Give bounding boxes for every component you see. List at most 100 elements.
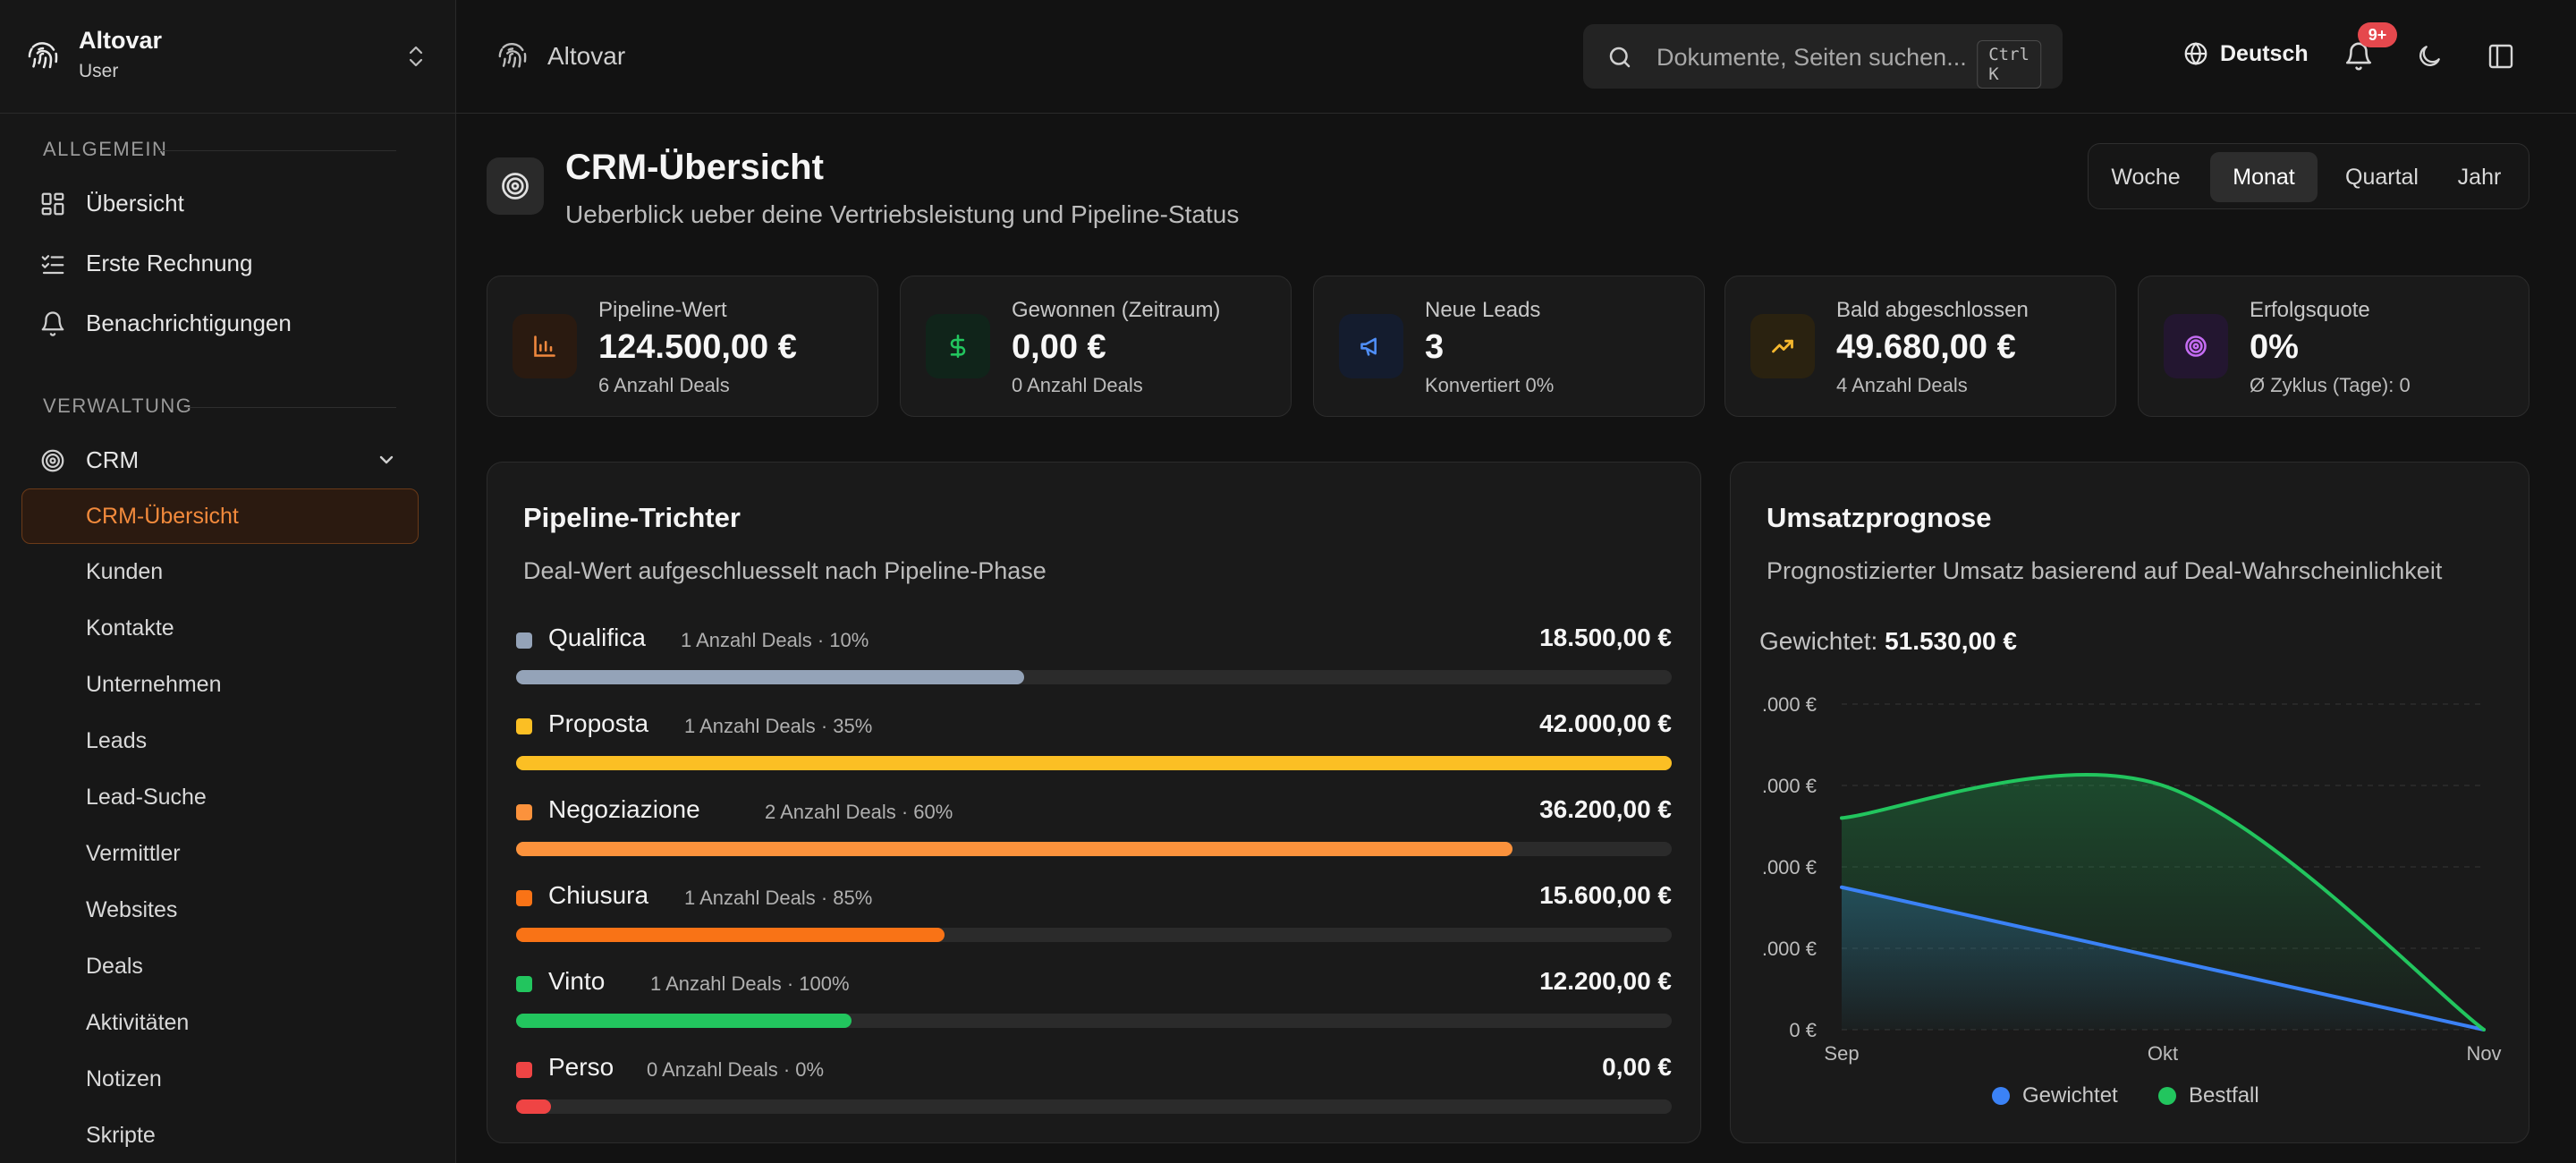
trending-up-icon [1772, 339, 1793, 353]
notification-badge: 9+ [2358, 22, 2397, 47]
sidebar-subitem-scripts[interactable]: Skripte [86, 1123, 156, 1148]
language-label: Deutsch [2220, 40, 2309, 66]
fingerprint-icon [498, 42, 527, 68]
sidebar-item-label: Benachrichtigungen [86, 310, 292, 336]
workspace-name: Altovar [79, 27, 163, 54]
kpi-card-new-leads: Neue Leads 3 Konvertiert 0% [1313, 276, 1705, 417]
stage-value: 0,00 € [1602, 1053, 1672, 1081]
sidebar-item-overview[interactable]: Übersicht [39, 190, 184, 217]
stage-value: 36.200,00 € [1539, 795, 1672, 823]
top-header: Altovar Dokumente, Seiten suchen... Ctrl… [456, 0, 2576, 114]
kpi-card-pipeline-value: Pipeline-Wert 124.500,00 € 6 Anzahl Deal… [487, 276, 878, 417]
sidebar-item-crm[interactable]: CRM [39, 446, 139, 474]
kpi-label: Neue Leads [1425, 298, 1541, 322]
pipeline-stage-row: Vinto 1 Anzahl Deals · 100% 12.200,00 € [516, 965, 1672, 1037]
sidebar-subitem-activities[interactable]: Aktivitäten [86, 1010, 190, 1035]
bell-icon [41, 310, 64, 336]
period-year-button[interactable]: Jahr [2457, 165, 2502, 190]
series-area [1842, 774, 2484, 1030]
kpi-icon-box [513, 314, 577, 378]
kpi-card-won: Gewonnen (Zeitraum) 0,00 € 0 Anzahl Deal… [900, 276, 1292, 417]
stage-color-dot [516, 890, 532, 906]
kpi-value: 0,00 € [1012, 328, 1106, 366]
dollar-icon [950, 335, 966, 358]
pipeline-stage-row: Perso 0 Anzahl Deals · 0% 0,00 € [516, 1051, 1672, 1123]
workspace-role: User [79, 61, 119, 81]
sidebar-item-notifications[interactable]: Benachrichtigungen [39, 310, 292, 337]
kpi-card-closing-soon: Bald abgeschlossen 49.680,00 € 4 Anzahl … [1724, 276, 2116, 417]
sidebar-subitem-customers[interactable]: Kunden [86, 559, 164, 584]
header-title: Altovar [547, 42, 626, 70]
kpi-label: Erfolgsquote [2250, 298, 2370, 322]
pipeline-stage-row: Proposta 1 Anzahl Deals · 35% 42.000,00 € [516, 708, 1672, 779]
stage-meta: 0 Anzahl Deals · 0% [647, 1058, 825, 1081]
sidebar-subitem-lead-search[interactable]: Lead-Suche [86, 785, 207, 810]
sidebar-subitem-deals[interactable]: Deals [86, 954, 143, 979]
card-subtitle: Deal-Wert aufgeschluesselt nach Pipeline… [523, 557, 1046, 584]
stage-progress-track [516, 842, 1672, 856]
stage-progress-track [516, 756, 1672, 770]
card-subtitle: Prognostizierter Umsatz basierend auf De… [1767, 557, 2443, 584]
language-selector[interactable]: Deutsch [2182, 40, 2309, 67]
chevron-down-icon[interactable] [376, 451, 397, 469]
stage-progress-track [516, 1099, 1672, 1114]
search-placeholder: Dokumente, Seiten suchen... [1657, 44, 1967, 71]
page-title: CRM-Übersicht [565, 148, 824, 187]
sidebar-subitem-leads[interactable]: Leads [86, 728, 148, 753]
kpi-value: 0% [2250, 328, 2299, 366]
stage-meta: 1 Anzahl Deals · 10% [681, 629, 869, 651]
legend-label: Bestfall [2189, 1083, 2259, 1108]
stage-color-dot [516, 1062, 532, 1078]
sidebar-item-label: Übersicht [86, 190, 184, 216]
notifications-bell-icon[interactable] [2343, 41, 2374, 72]
legend-item-best-case: Bestfall [2158, 1083, 2259, 1108]
stage-name: Negoziazione [548, 795, 700, 823]
series-line [1840, 885, 2486, 1031]
sidebar-subitem-contacts[interactable]: Kontakte [86, 615, 174, 641]
sidebar-subitem-brokers[interactable]: Vermittler [86, 841, 181, 866]
weighted-total: Gewichtet: 51.530,00 € [1759, 627, 2017, 656]
megaphone-icon [1360, 337, 1377, 356]
period-quarter-button[interactable]: Quartal [2345, 165, 2419, 190]
stage-progress-fill [516, 670, 1025, 684]
section-label-admin: Verwaltung [43, 395, 193, 417]
checklist-icon [41, 254, 64, 274]
kpi-label: Bald abgeschlossen [1836, 298, 2029, 322]
x-tick-label: Sep [1824, 1042, 1859, 1065]
sidebar-subitem-companies[interactable]: Unternehmen [86, 672, 222, 697]
kpi-card-success-rate: Erfolgsquote 0% Ø Zyklus (Tage): 0 [2138, 276, 2529, 417]
x-tick-label: Okt [2148, 1042, 2178, 1065]
forecast-area-chart: .000 € .000 € .000 € .000 € 0 € Sep Okt Nov [1762, 693, 2502, 1065]
page-icon [487, 157, 544, 215]
kpi-icon-box [1339, 314, 1403, 378]
sidebar-subitem-notes[interactable]: Notizen [86, 1066, 162, 1091]
period-week-button[interactable]: Woche [2111, 165, 2181, 190]
moon-icon[interactable] [2415, 42, 2444, 71]
sidebar-item-first-invoice[interactable]: Erste Rechnung [39, 250, 252, 277]
period-month-button[interactable]: Monat [2210, 152, 2318, 202]
page-subtitle: Ueberblick ueber deine Vertriebsleistung… [565, 200, 1240, 228]
legend-swatch [1992, 1087, 2010, 1105]
kpi-value: 49.680,00 € [1836, 328, 2016, 366]
sidebar-subitem-websites[interactable]: Websites [86, 897, 178, 922]
legend-swatch [2158, 1087, 2176, 1105]
stage-progress-track [516, 670, 1672, 684]
chevrons-up-down-icon [409, 46, 423, 67]
y-tick-label: .000 € [1762, 775, 1817, 797]
stage-progress-track [516, 928, 1672, 942]
stage-progress-fill [516, 1014, 852, 1028]
workspace-switcher[interactable]: Altovar User [0, 0, 456, 114]
stage-progress-fill [516, 1099, 551, 1114]
kpi-value: 124.500,00 € [598, 328, 797, 366]
sidebar-subitem-crm-overview[interactable]: CRM-Übersicht [21, 488, 419, 544]
kpi-sub: 6 Anzahl Deals [598, 374, 730, 396]
y-tick-label: .000 € [1762, 856, 1817, 879]
search-icon [1609, 47, 1631, 68]
dashboard-icon [41, 192, 64, 215]
sidebar: Altovar User Allgemein Übersicht Erste R… [0, 0, 456, 1163]
sidebar-toggle-icon[interactable] [2487, 42, 2515, 71]
y-tick-label: 0 € [1789, 1019, 1817, 1041]
kpi-icon-box [926, 314, 990, 378]
fingerprint-icon [28, 42, 58, 69]
search-input[interactable]: Dokumente, Seiten suchen... Ctrl K [1583, 24, 2063, 89]
